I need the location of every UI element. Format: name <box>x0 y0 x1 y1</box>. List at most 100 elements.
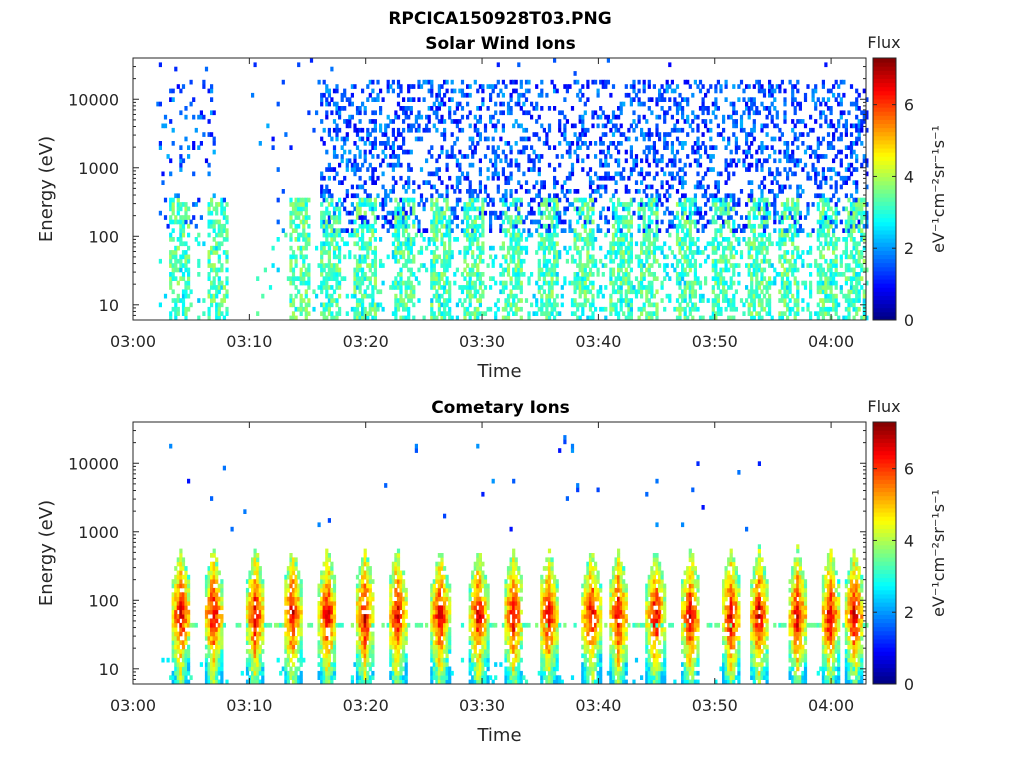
heatmap-cell <box>778 158 782 164</box>
heatmap-cell <box>435 276 439 281</box>
heatmap-cell <box>294 293 298 299</box>
heatmap-cell <box>729 245 733 251</box>
heatmap-cell <box>181 276 186 281</box>
heatmap-cell <box>670 88 674 94</box>
heatmap-cell <box>471 293 475 299</box>
heatmap-cell <box>588 272 593 277</box>
heatmap-cell <box>391 141 395 146</box>
heatmap-cell <box>617 158 621 164</box>
heatmap-cell <box>517 162 521 168</box>
heatmap-cell <box>217 202 221 207</box>
heatmap-cell <box>660 250 664 255</box>
heatmap-cell <box>522 272 526 277</box>
heatmap-cell <box>647 202 651 207</box>
heatmap-cell <box>384 132 388 137</box>
heatmap-cell <box>325 223 329 229</box>
heatmap-cell <box>852 306 856 312</box>
heatmap-cell <box>629 215 633 220</box>
heatmap-cell <box>448 237 452 242</box>
heatmap-cell <box>169 171 173 177</box>
heatmap-cell <box>773 97 777 102</box>
heatmap-cell <box>435 237 439 242</box>
heatmap-cell <box>563 136 567 142</box>
heatmap-cell <box>332 127 337 133</box>
heatmap-cell <box>750 228 754 233</box>
heatmap-cell <box>353 272 357 277</box>
heatmap-cell <box>660 92 664 98</box>
heatmap-cell <box>550 79 554 85</box>
heatmap-cell <box>443 285 447 290</box>
heatmap-cell <box>663 97 667 102</box>
heatmap-cell <box>289 263 293 268</box>
heatmap-cell <box>588 197 593 203</box>
heatmap-cell <box>522 149 526 155</box>
heatmap-cell <box>396 272 401 277</box>
heatmap-cell <box>714 210 718 216</box>
heatmap-cell <box>842 228 846 233</box>
heatmap-cell <box>445 258 449 264</box>
heatmap-cell <box>338 210 342 216</box>
heatmap-cell <box>604 158 608 164</box>
heatmap-cell <box>517 92 521 98</box>
heatmap-cell <box>432 272 436 277</box>
heatmap-cell <box>586 210 590 216</box>
heatmap-cell <box>642 237 646 242</box>
heatmap-cell <box>547 145 552 150</box>
heatmap-cell <box>174 245 178 251</box>
heatmap-cell <box>839 258 843 264</box>
heatmap-cell <box>389 119 393 124</box>
heatmap-cell <box>363 210 367 216</box>
heatmap-cell <box>706 88 710 94</box>
heatmap-cell <box>704 145 708 150</box>
heatmap-cell <box>473 219 477 225</box>
heatmap-cell <box>440 258 444 264</box>
heatmap-cell <box>445 88 449 94</box>
heatmap-cell <box>463 267 467 273</box>
heatmap-cell <box>320 245 324 251</box>
heatmap-cell <box>711 215 715 220</box>
heatmap-cell <box>568 280 572 286</box>
heatmap-cell <box>762 258 767 264</box>
heatmap-cell <box>747 145 751 150</box>
heatmap-cell <box>675 119 680 124</box>
heatmap-cell <box>322 228 326 233</box>
heatmap-cell <box>727 302 731 308</box>
heatmap-cell <box>460 219 465 225</box>
heatmap-cell <box>330 167 334 172</box>
heatmap-cell <box>519 237 523 242</box>
heatmap-cell <box>619 241 623 247</box>
heatmap-cell <box>322 175 326 181</box>
heatmap-cell <box>384 215 388 220</box>
heatmap-cell <box>471 193 475 199</box>
heatmap-cell <box>673 127 677 133</box>
heatmap-cell <box>563 206 567 212</box>
heatmap-cell <box>573 245 577 251</box>
heatmap-cell <box>476 311 480 316</box>
heatmap-cell <box>366 97 370 102</box>
heatmap-cell <box>330 110 334 116</box>
heatmap-cell <box>437 219 441 225</box>
heatmap-cell <box>320 263 324 268</box>
heatmap-cell <box>545 272 549 277</box>
heatmap-cell <box>332 145 337 150</box>
heatmap-cell <box>322 197 326 203</box>
heatmap-cell <box>355 132 360 137</box>
heatmap-cell <box>527 154 531 159</box>
heatmap-cell <box>402 197 406 203</box>
heatmap-cell <box>468 241 472 247</box>
heatmap-cell <box>225 228 229 233</box>
heatmap-cell <box>499 223 503 229</box>
heatmap-cell <box>826 223 831 229</box>
heatmap-cell <box>693 219 697 225</box>
heatmap-cell <box>688 267 692 273</box>
heatmap-cell <box>675 237 680 242</box>
heatmap-cell <box>471 254 475 260</box>
heatmap-cell <box>504 232 508 238</box>
heatmap-cell <box>430 79 434 85</box>
heatmap-cell <box>348 119 352 124</box>
heatmap-cell <box>381 215 385 220</box>
heatmap-cell <box>683 206 687 212</box>
heatmap-cell <box>169 250 173 255</box>
heatmap-cell <box>540 302 544 308</box>
heatmap-cell <box>622 276 626 281</box>
